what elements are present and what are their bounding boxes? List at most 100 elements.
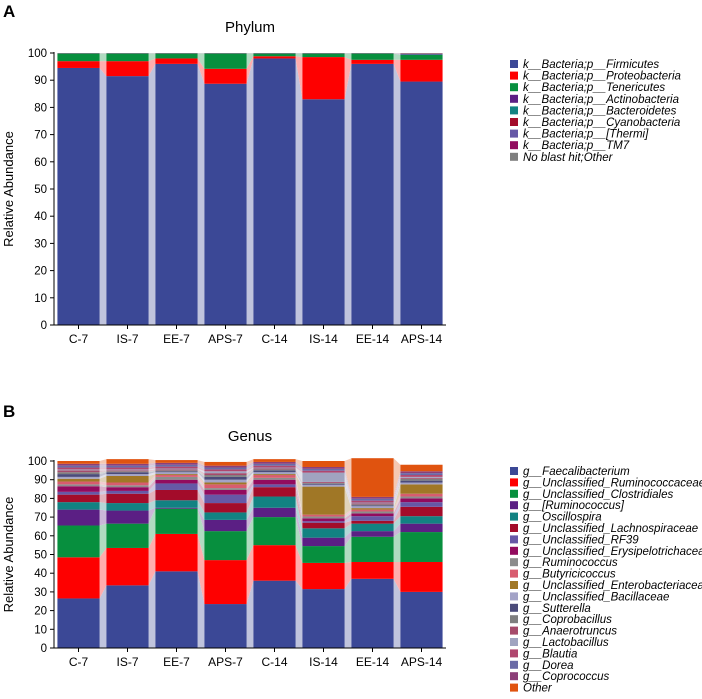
connector-band: [295, 496, 303, 538]
bar-segment: [204, 473, 247, 476]
bar-segment: [57, 53, 100, 62]
bar-segment: [204, 503, 247, 513]
bar-segment: [351, 509, 394, 512]
connector-band: [393, 561, 401, 592]
legend-label: g__Unclassified_Clostridiales: [523, 489, 673, 501]
y-tick-label: 0: [41, 320, 47, 332]
y-tick-label: 20: [34, 266, 47, 278]
connector-band: [99, 472, 107, 477]
connector-band: [148, 464, 156, 468]
bar-segment: [400, 54, 443, 60]
connector-band: [197, 469, 205, 476]
bar-segment: [253, 56, 296, 59]
bar-segment: [204, 83, 247, 326]
connector-band: [99, 493, 107, 504]
bar-segment: [253, 475, 296, 478]
bar-segment: [204, 469, 247, 472]
bar-segment: [400, 473, 443, 476]
connector-band: [197, 470, 205, 477]
connector-band: [99, 474, 107, 479]
x-tick-label: C-7: [69, 332, 89, 346]
x-tick-label: EE-14: [356, 332, 390, 346]
legend-swatch: [510, 467, 518, 475]
bar-segment: [253, 545, 296, 581]
bar-segment: [106, 76, 149, 326]
bar-segment: [57, 472, 100, 475]
legend-swatch: [510, 546, 518, 555]
connector-band: [246, 465, 254, 472]
connector-band: [295, 479, 303, 522]
connector-band: [393, 523, 401, 537]
bar-segment: [400, 471, 443, 474]
connector-band: [99, 463, 107, 466]
bar-segment: [155, 58, 198, 64]
bar-segment: [351, 536, 394, 562]
x-tick-label: IS-7: [116, 655, 138, 669]
bar-segment: [155, 476, 198, 480]
bar-segment: [400, 475, 443, 477]
connector-band: [246, 580, 254, 648]
bar-segment: [57, 557, 100, 599]
y-tick-label: 80: [34, 493, 47, 505]
bar-segment: [302, 546, 345, 563]
connector-band: [393, 493, 401, 512]
legend-swatch: [510, 118, 518, 126]
legend-swatch: [510, 129, 518, 138]
bar-segment: [106, 493, 149, 504]
connector-band: [148, 471, 156, 475]
bar-segment: [302, 486, 345, 515]
legend-label: k__Bacteria;p__Firmicutes: [523, 59, 659, 71]
connector-band: [246, 470, 254, 480]
bar-segment: [302, 468, 345, 471]
bar-segment: [302, 562, 345, 590]
y-tick-label: 100: [28, 48, 47, 60]
connector-band: [246, 545, 254, 605]
legend-label: g__Ruminococcus: [523, 557, 618, 569]
connector-band: [197, 468, 205, 474]
bar-segment: [106, 485, 149, 488]
bar-segment: [155, 472, 198, 475]
connector-band: [295, 507, 303, 547]
bar-segment: [204, 488, 247, 490]
x-tick-label: APS-14: [401, 332, 443, 346]
bar-segment: [106, 482, 149, 486]
connector-band: [148, 476, 156, 488]
bar-segment: [351, 59, 394, 64]
connector-band: [246, 469, 254, 477]
bar-segment: [302, 483, 345, 485]
connector-band: [344, 520, 352, 529]
connector-band: [393, 498, 401, 517]
connector-band: [344, 516, 352, 523]
connector-band: [148, 462, 156, 466]
bar-segment: [204, 512, 247, 520]
connector-band: [344, 511, 352, 519]
bar-segment: [204, 531, 247, 561]
bar-segment: [155, 500, 198, 508]
legend-label: g__Unclassified_Erysipelotrichaceae: [523, 546, 702, 558]
connector-band: [246, 58, 254, 325]
connector-band: [197, 508, 205, 561]
bar-segment: [400, 476, 443, 478]
legend-label: g__Sutterella: [523, 603, 591, 615]
chart-title: Phylum: [225, 19, 275, 36]
y-tick-label: 40: [34, 211, 47, 223]
bar-segment: [253, 477, 296, 480]
bar-segment: [253, 465, 296, 468]
bar-segment: [400, 81, 443, 325]
bar-segment: [204, 489, 247, 495]
bar-segment: [302, 518, 345, 522]
bar-segment: [351, 505, 394, 507]
bar-segment: [57, 467, 100, 470]
bar-segment: [106, 459, 149, 464]
connector-band: [148, 53, 156, 62]
connector-band: [295, 463, 303, 471]
connector-band: [246, 467, 254, 474]
connector-band: [344, 536, 352, 563]
bar-segment: [106, 467, 149, 470]
connector-band: [197, 507, 205, 532]
legend-label: g__Butyricicoccus: [523, 569, 616, 581]
connector-band: [99, 502, 107, 511]
connector-band: [344, 531, 352, 547]
bar-segment: [106, 465, 149, 468]
legend-swatch: [510, 581, 518, 589]
